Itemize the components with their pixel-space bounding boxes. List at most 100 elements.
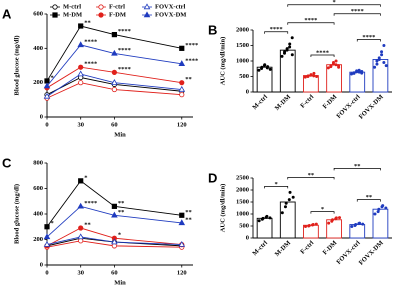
marker bbox=[52, 12, 58, 18]
significance-label: **** bbox=[362, 34, 375, 41]
series-line bbox=[46, 180, 182, 228]
x-axis-label: Min bbox=[114, 131, 126, 138]
data-point bbox=[288, 42, 292, 46]
data-point bbox=[280, 211, 284, 215]
significance-label: ** bbox=[84, 20, 91, 27]
significance-bracket bbox=[287, 177, 335, 180]
significance-label: * bbox=[118, 232, 121, 239]
significance-label: * bbox=[51, 220, 54, 227]
x-tick-label: F-DM bbox=[322, 94, 339, 111]
x-tick-label: 120 bbox=[177, 121, 187, 128]
data-point bbox=[306, 74, 310, 78]
series-line bbox=[46, 66, 182, 89]
marker bbox=[179, 80, 185, 86]
x-tick-label: M-DM bbox=[274, 94, 292, 112]
bar bbox=[303, 224, 319, 239]
y-tick-label: 600 bbox=[33, 10, 43, 17]
data-point bbox=[285, 47, 289, 51]
data-point bbox=[375, 62, 379, 66]
data-point bbox=[377, 56, 381, 60]
x-tick-label: F-DM bbox=[322, 240, 339, 257]
data-point bbox=[284, 201, 288, 205]
marker bbox=[143, 11, 151, 18]
data-point bbox=[380, 53, 384, 57]
x-tick-label: 60 bbox=[111, 269, 118, 276]
marker bbox=[43, 233, 51, 240]
data-point bbox=[358, 221, 362, 225]
marker bbox=[111, 203, 117, 209]
series-line bbox=[46, 237, 182, 247]
data-point bbox=[329, 64, 333, 68]
series-line bbox=[46, 236, 182, 246]
y-tick-label: 1500 bbox=[236, 42, 249, 49]
significance-label: * bbox=[321, 206, 324, 213]
bar bbox=[326, 219, 342, 239]
data-point bbox=[377, 207, 381, 211]
marker bbox=[178, 219, 186, 226]
x-tick-label: 30 bbox=[77, 121, 84, 128]
series-line bbox=[46, 44, 182, 87]
data-point bbox=[291, 195, 295, 199]
series-line bbox=[46, 82, 182, 99]
data-point bbox=[338, 216, 342, 220]
x-axis-label: Min bbox=[114, 279, 126, 286]
marker bbox=[179, 45, 185, 51]
marker bbox=[111, 238, 118, 245]
y-axis-label: AUC (mg/dl/min) bbox=[219, 37, 226, 86]
significance-label: ** bbox=[354, 163, 361, 170]
significance-label: **** bbox=[84, 61, 97, 68]
data-point bbox=[334, 59, 338, 63]
significance-label: * bbox=[332, 0, 335, 6]
bar bbox=[279, 201, 296, 239]
data-point bbox=[287, 198, 291, 202]
significance-label: **** bbox=[185, 42, 198, 49]
panel-label: C bbox=[2, 155, 12, 170]
significance-label: **** bbox=[316, 49, 329, 56]
marker bbox=[43, 92, 51, 99]
significance-label: **** bbox=[118, 28, 131, 35]
legend-label: FOVX-DM bbox=[155, 11, 186, 18]
data-point bbox=[268, 67, 272, 71]
y-tick-label: 2500 bbox=[236, 174, 249, 181]
significance-label: **** bbox=[84, 38, 97, 45]
data-point bbox=[380, 50, 384, 54]
data-point bbox=[312, 74, 316, 78]
marker bbox=[111, 79, 118, 85]
marker bbox=[111, 243, 117, 249]
significance-label: ** bbox=[84, 222, 91, 229]
y-tick-label: 2000 bbox=[236, 26, 249, 33]
significance-bracket bbox=[287, 4, 381, 7]
data-point bbox=[334, 216, 338, 220]
y-tick-label: 400 bbox=[33, 210, 43, 217]
y-tick-label: 2000 bbox=[236, 186, 249, 193]
marker bbox=[143, 3, 151, 10]
data-point bbox=[373, 212, 377, 216]
panel-label: D bbox=[208, 170, 217, 185]
x-tick-label: M-ctrl bbox=[251, 239, 269, 257]
legend-label: F-DM bbox=[109, 11, 126, 18]
significance-bracket bbox=[264, 186, 289, 189]
y-tick-label: 500 bbox=[239, 222, 249, 229]
panel-label: A bbox=[2, 6, 12, 21]
data-point bbox=[382, 44, 386, 47]
marker bbox=[77, 70, 84, 77]
data-point bbox=[260, 65, 264, 69]
significance-label: **** bbox=[270, 26, 283, 33]
data-point bbox=[361, 222, 365, 226]
significance-label: **** bbox=[118, 66, 131, 73]
y-tick-label: 1000 bbox=[236, 57, 249, 64]
data-point bbox=[311, 223, 315, 227]
x-tick-label: 120 bbox=[177, 269, 187, 276]
data-point bbox=[327, 221, 331, 225]
marker bbox=[111, 211, 118, 218]
data-point bbox=[384, 206, 388, 210]
data-point bbox=[283, 205, 287, 209]
data-point bbox=[257, 68, 261, 72]
data-point bbox=[331, 61, 335, 65]
significance-bracket bbox=[264, 31, 289, 34]
data-point bbox=[376, 210, 380, 214]
panel-label: B bbox=[208, 22, 217, 37]
marker bbox=[178, 240, 186, 247]
marker bbox=[78, 225, 84, 231]
data-point bbox=[331, 218, 335, 222]
